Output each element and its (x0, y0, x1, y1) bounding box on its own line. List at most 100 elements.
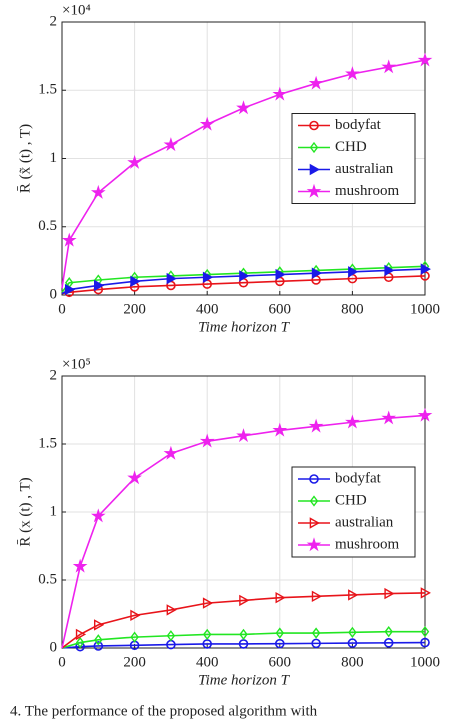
marker (75, 636, 85, 649)
series-line (61, 59, 426, 289)
legend-label: CHD (335, 139, 367, 155)
marker (239, 628, 248, 641)
y-tick-label: 0.5 (38, 571, 57, 587)
legend-label: australian (335, 514, 394, 530)
x-tick-label: 400 (196, 301, 219, 317)
marker (93, 279, 105, 292)
legend-label: bodyfat (335, 470, 382, 486)
x-tick-label: 1000 (410, 654, 440, 670)
marker (417, 407, 433, 422)
marker (347, 638, 358, 648)
marker (384, 587, 395, 600)
y-tick-label: 0 (50, 286, 58, 302)
y-tick-label: 2 (50, 367, 58, 383)
series-line (61, 641, 426, 649)
y-tick-label: 1.5 (38, 82, 57, 98)
marker (75, 628, 87, 641)
marker (202, 271, 214, 283)
marker (94, 634, 103, 646)
y-tick-label: 0.5 (38, 218, 57, 234)
marker (272, 86, 288, 101)
marker (166, 272, 177, 285)
legend-marker (309, 474, 319, 484)
x-tick-label: 0 (58, 654, 66, 670)
marker (417, 52, 433, 67)
legend-label: mushroom (335, 183, 400, 199)
y-tick-label: 2 (50, 13, 58, 29)
x-tick-label: 400 (196, 654, 219, 670)
marker (383, 638, 394, 648)
legend-marker (306, 183, 322, 198)
marker (348, 266, 359, 278)
legend-marker (309, 495, 319, 507)
legend-label: bodyfat (335, 117, 382, 133)
x-tick-label: 200 (123, 301, 146, 317)
marker (239, 594, 250, 607)
series-line (61, 265, 426, 293)
x-tick-label: 600 (269, 654, 292, 670)
legend-marker (309, 120, 319, 131)
marker (127, 154, 142, 169)
marker (163, 445, 179, 460)
marker (311, 590, 323, 603)
marker (130, 631, 139, 643)
marker (381, 410, 397, 425)
x-axis-label: Time horizon T (198, 672, 291, 688)
marker (348, 626, 357, 639)
legend-marker (309, 163, 320, 176)
marker (272, 422, 288, 437)
x-tick-label: 1000 (410, 301, 440, 317)
x-tick-label: 0 (58, 301, 66, 317)
x-tick-label: 800 (341, 654, 364, 670)
marker (236, 428, 251, 443)
marker (236, 100, 251, 115)
y-multiplier: ×10⁴ (62, 2, 91, 18)
marker (311, 638, 321, 649)
y-axis-label: R̄ (x (t) , T) (17, 477, 33, 546)
y-tick-label: 1.5 (38, 435, 57, 451)
legend-marker (306, 537, 322, 552)
marker (311, 627, 321, 639)
legend-label: australian (335, 161, 394, 177)
marker (384, 264, 395, 277)
y-multiplier: ×10⁵ (62, 356, 91, 372)
marker (345, 414, 360, 429)
marker (348, 589, 359, 601)
legend-label: mushroom (335, 536, 400, 552)
marker (202, 628, 212, 641)
plot-frame (61, 21, 426, 296)
marker (275, 627, 285, 639)
marker (90, 184, 106, 199)
marker (311, 267, 323, 279)
marker (308, 75, 324, 90)
legend-label: CHD (335, 492, 367, 508)
marker (381, 59, 397, 74)
marker (384, 626, 393, 638)
marker (72, 558, 88, 573)
series-line (61, 268, 426, 295)
series-line (61, 414, 426, 649)
marker (420, 263, 431, 275)
marker (93, 641, 104, 651)
x-tick-label: 600 (269, 301, 292, 317)
marker (420, 626, 430, 638)
marker (345, 66, 360, 81)
marker (61, 232, 77, 247)
marker (420, 637, 430, 648)
marker (308, 418, 324, 433)
marker (239, 270, 250, 282)
series-line (61, 275, 426, 295)
marker (163, 137, 179, 152)
marker (420, 587, 431, 599)
x-tick-label: 800 (341, 301, 364, 317)
marker (130, 275, 141, 288)
caption: 4. The performance of the proposed algor… (10, 703, 318, 719)
marker (274, 638, 285, 649)
y-axis-label: R̄ (x̃ (t) , T) (17, 124, 33, 193)
marker (130, 609, 141, 622)
y-tick-label: 1 (50, 150, 58, 166)
marker (199, 433, 215, 448)
marker (275, 268, 286, 281)
marker (90, 508, 106, 523)
